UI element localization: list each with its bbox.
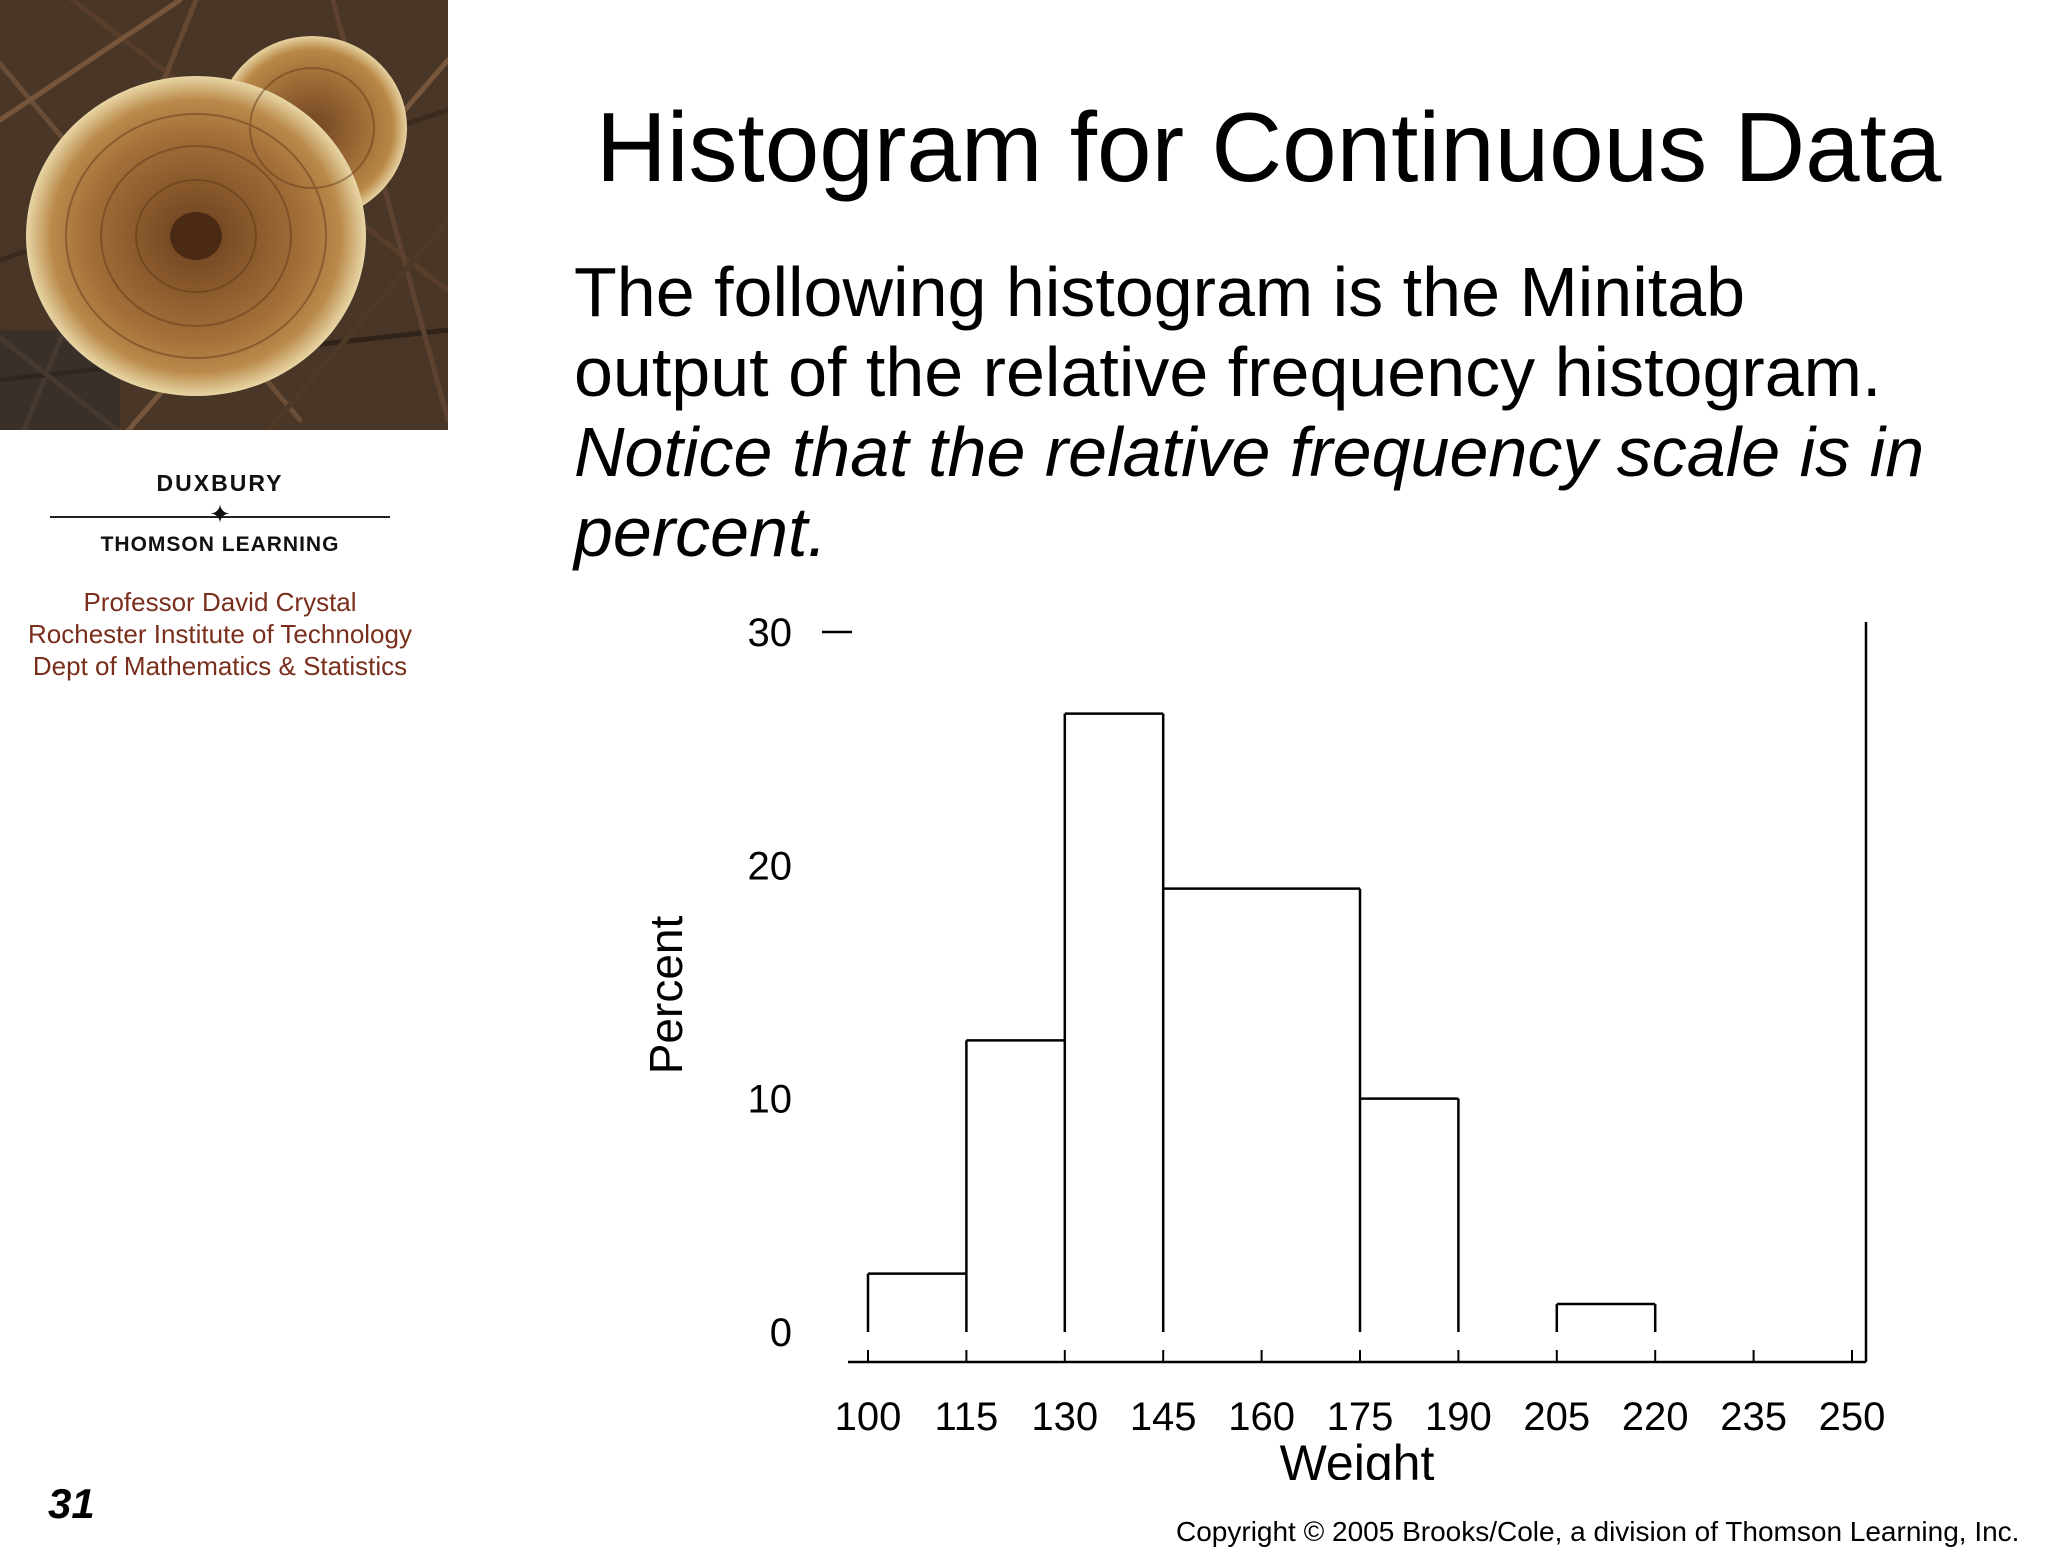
publisher-imprint: THOMSON LEARNING — [100, 533, 340, 556]
histogram-chart: 0 10 20 30 100 115 130 145 160 175 190 205 220 235 25… — [640, 611, 1886, 1480]
x-tick-label: 250 — [1819, 1395, 1886, 1439]
body-line: The following histogram is the Minitab — [574, 253, 1746, 331]
author-line: Dept of Mathematics & Statistics — [32, 651, 408, 681]
star-icon: ✦ — [209, 499, 231, 529]
x-tick-label: 205 — [1523, 1395, 1590, 1439]
y-tick-label: 0 — [770, 1311, 792, 1355]
author-line: Rochester Institute of Technology — [28, 619, 412, 649]
publisher-divider: ✦ — [50, 501, 390, 527]
publisher-logo: DUXBURY ✦ THOMSON LEARNING — [0, 470, 440, 557]
x-axis: 100 115 130 145 160 175 190 205 220 235 250 — [835, 622, 1886, 1439]
x-tick-label: 175 — [1327, 1395, 1394, 1439]
slide-body: The following histogram is the Minitab o… — [574, 252, 2014, 572]
publisher-name: DUXBURY — [156, 470, 284, 496]
x-tick-label: 100 — [835, 1395, 902, 1439]
x-tick-label: 235 — [1720, 1395, 1787, 1439]
page-number: 31 — [48, 1480, 95, 1527]
x-tick-label: 220 — [1622, 1395, 1689, 1439]
copyright-notice: Copyright © 2005 Brooks/Cole, a division… — [1176, 1516, 2020, 1547]
slide-title: Histogram for Continuous Data — [596, 92, 1942, 202]
y-axis: 0 10 20 30 — [748, 611, 852, 1355]
x-tick-label: 115 — [935, 1395, 999, 1439]
x-axis-label: Weight — [1280, 1435, 1435, 1480]
y-tick-label: 20 — [748, 844, 793, 888]
y-tick-label: 30 — [748, 611, 793, 655]
x-tick-label: 160 — [1228, 1395, 1295, 1439]
x-tick-label: 130 — [1031, 1395, 1098, 1439]
histogram-bars — [866, 712, 1657, 1332]
author-line: Professor David Crystal — [83, 587, 357, 617]
y-tick-label: 10 — [748, 1078, 793, 1122]
x-tick-label: 190 — [1425, 1395, 1492, 1439]
mushroom-photo — [0, 0, 448, 430]
y-axis-label: Percent — [640, 916, 692, 1075]
body-note: Notice that the relative frequency scale… — [574, 413, 1925, 571]
body-line: output of the relative frequency histogr… — [574, 333, 1882, 411]
x-tick-label: 145 — [1130, 1395, 1197, 1439]
author-credit: Professor David Crystal Rochester Instit… — [0, 586, 440, 682]
